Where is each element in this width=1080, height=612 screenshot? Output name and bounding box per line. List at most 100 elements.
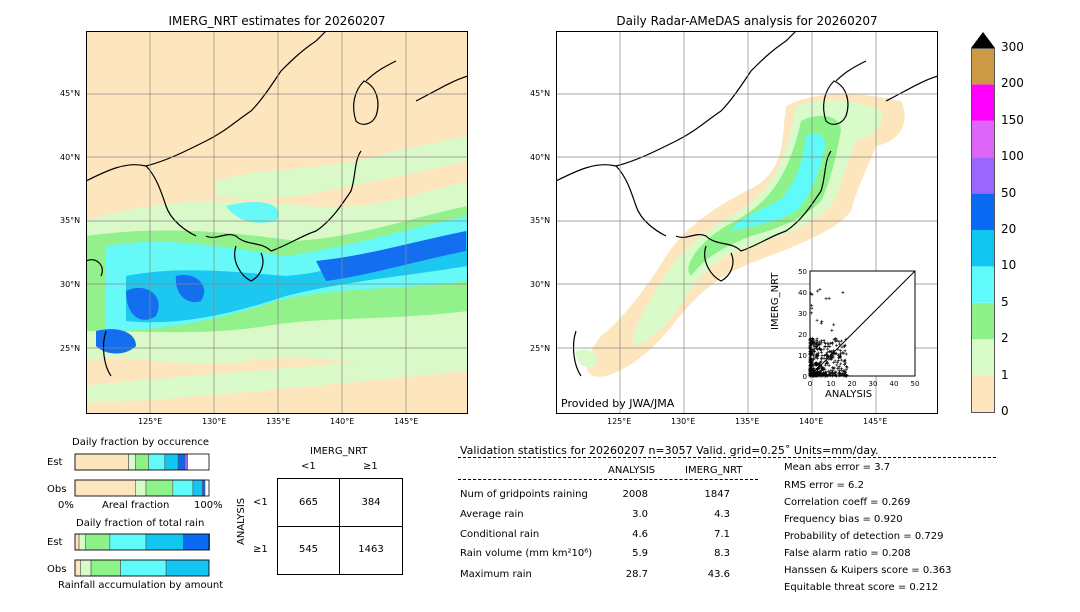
validation-row-analysis: 3.0 [632,509,648,520]
validation-row-label: Num of gridpoints raining [460,489,588,500]
scatter-point [839,362,843,366]
scatter-y-tick: 0 [803,373,807,381]
right-lat-label: 35°N [530,216,551,225]
scatter-point [815,318,819,322]
occurrence-row-est: Est [47,457,63,468]
scatter-point [832,351,836,355]
scatter-point [835,360,839,364]
score-line: RMS error = 6.2 [784,480,864,491]
fraction-segment [74,453,129,471]
score-line: Correlation coeff = 0.269 [784,497,911,508]
scatter-point [844,361,848,365]
colorbar-tick-label: 2 [1001,331,1009,346]
scatter-point [838,349,842,353]
colorbar-segment [972,375,994,412]
colorbar-segment [972,339,994,376]
fraction-bar-frame [74,479,210,497]
colorbar-extend-arrow [971,32,995,48]
fraction-segment [85,533,111,551]
scatter-point [815,345,819,349]
left-lat-label: 30°N [60,280,81,289]
left-lon-label: 130°E [202,417,227,426]
scatter-point [844,337,848,341]
scatter-point [824,361,828,365]
right-lon-label: 135°E [735,417,760,426]
fraction-bar-frame [74,453,210,471]
validation-row-imerg: 4.3 [714,509,730,520]
scatter-point [825,359,829,363]
fraction-segment [165,559,210,577]
scatter-point [824,353,828,357]
validation-col-imerg: IMERG_NRT [685,465,743,476]
fraction-segment [164,453,179,471]
scatter-point [823,374,827,378]
occurrence-axis-right: 100% [194,500,223,511]
scatter-point [827,354,831,358]
scatter-point [822,347,826,351]
scatter-point [820,374,824,378]
scatter-point [815,348,819,352]
scatter-point [826,355,830,359]
scatter-point [815,371,819,375]
scatter-point [837,340,841,344]
scatter-point [824,297,828,301]
validation-divider [458,457,996,458]
fraction-segment [145,533,184,551]
contingency-col-label: ≥1 [363,461,378,472]
fraction-segment [90,559,121,577]
scatter-point [839,358,843,362]
scatter-point [828,341,832,345]
scatter-point [810,370,814,374]
scatter-point [822,356,826,360]
right-map [556,31,938,414]
fraction-segment [177,453,186,471]
scatter-point [822,338,826,342]
scatter-point [836,366,840,370]
scatter-point [843,373,847,377]
scatter-point [818,346,822,350]
fraction-segment [74,559,81,577]
scatter-point [811,336,815,340]
right-lon-label: 130°E [671,417,696,426]
scatter-point [822,340,826,344]
left-lon-label: 140°E [330,417,355,426]
scatter-point [831,356,835,360]
scatter-point [837,359,841,363]
scatter-x-tick: 40 [890,380,899,388]
scatter-point [845,374,849,378]
left-lon-label: 135°E [266,417,291,426]
scatter-point [832,361,836,365]
scatter-point [809,359,813,363]
scatter-point [842,369,846,373]
validation-row-label: Average rain [460,509,524,520]
scatter-point [825,361,829,365]
scatter-point [808,367,812,371]
scatter-point [832,371,836,375]
scatter-point [833,352,837,356]
colorbar-tick-label: 200 [1001,76,1024,91]
validation-row-analysis: 4.6 [632,529,648,540]
score-line: Frequency bias = 0.920 [784,514,903,525]
scatter-point [816,363,820,367]
scatter-point [819,372,823,376]
contingency-cell: 1463 [358,544,384,555]
scatter-point [812,344,816,348]
scatter-point [809,345,813,349]
scatter-point [833,359,837,363]
left-lat-label: 25°N [60,344,81,353]
scatter-point [831,374,835,378]
right-lat-label: 45°N [530,89,551,98]
scatter-point [823,374,827,378]
contingency-col-label: <1 [301,461,316,472]
colorbar-segment [972,120,994,158]
scatter-point [812,367,816,371]
fraction-segment [148,453,166,471]
scatter-point [810,306,814,310]
scatter-point [841,351,845,355]
scatter-point [837,372,841,376]
scatter-point [827,373,831,377]
scatter-x-tick: 10 [827,380,836,388]
contingency-header: IMERG_NRT [310,446,368,457]
fraction-segment [184,453,188,471]
scatter-point [812,356,816,360]
